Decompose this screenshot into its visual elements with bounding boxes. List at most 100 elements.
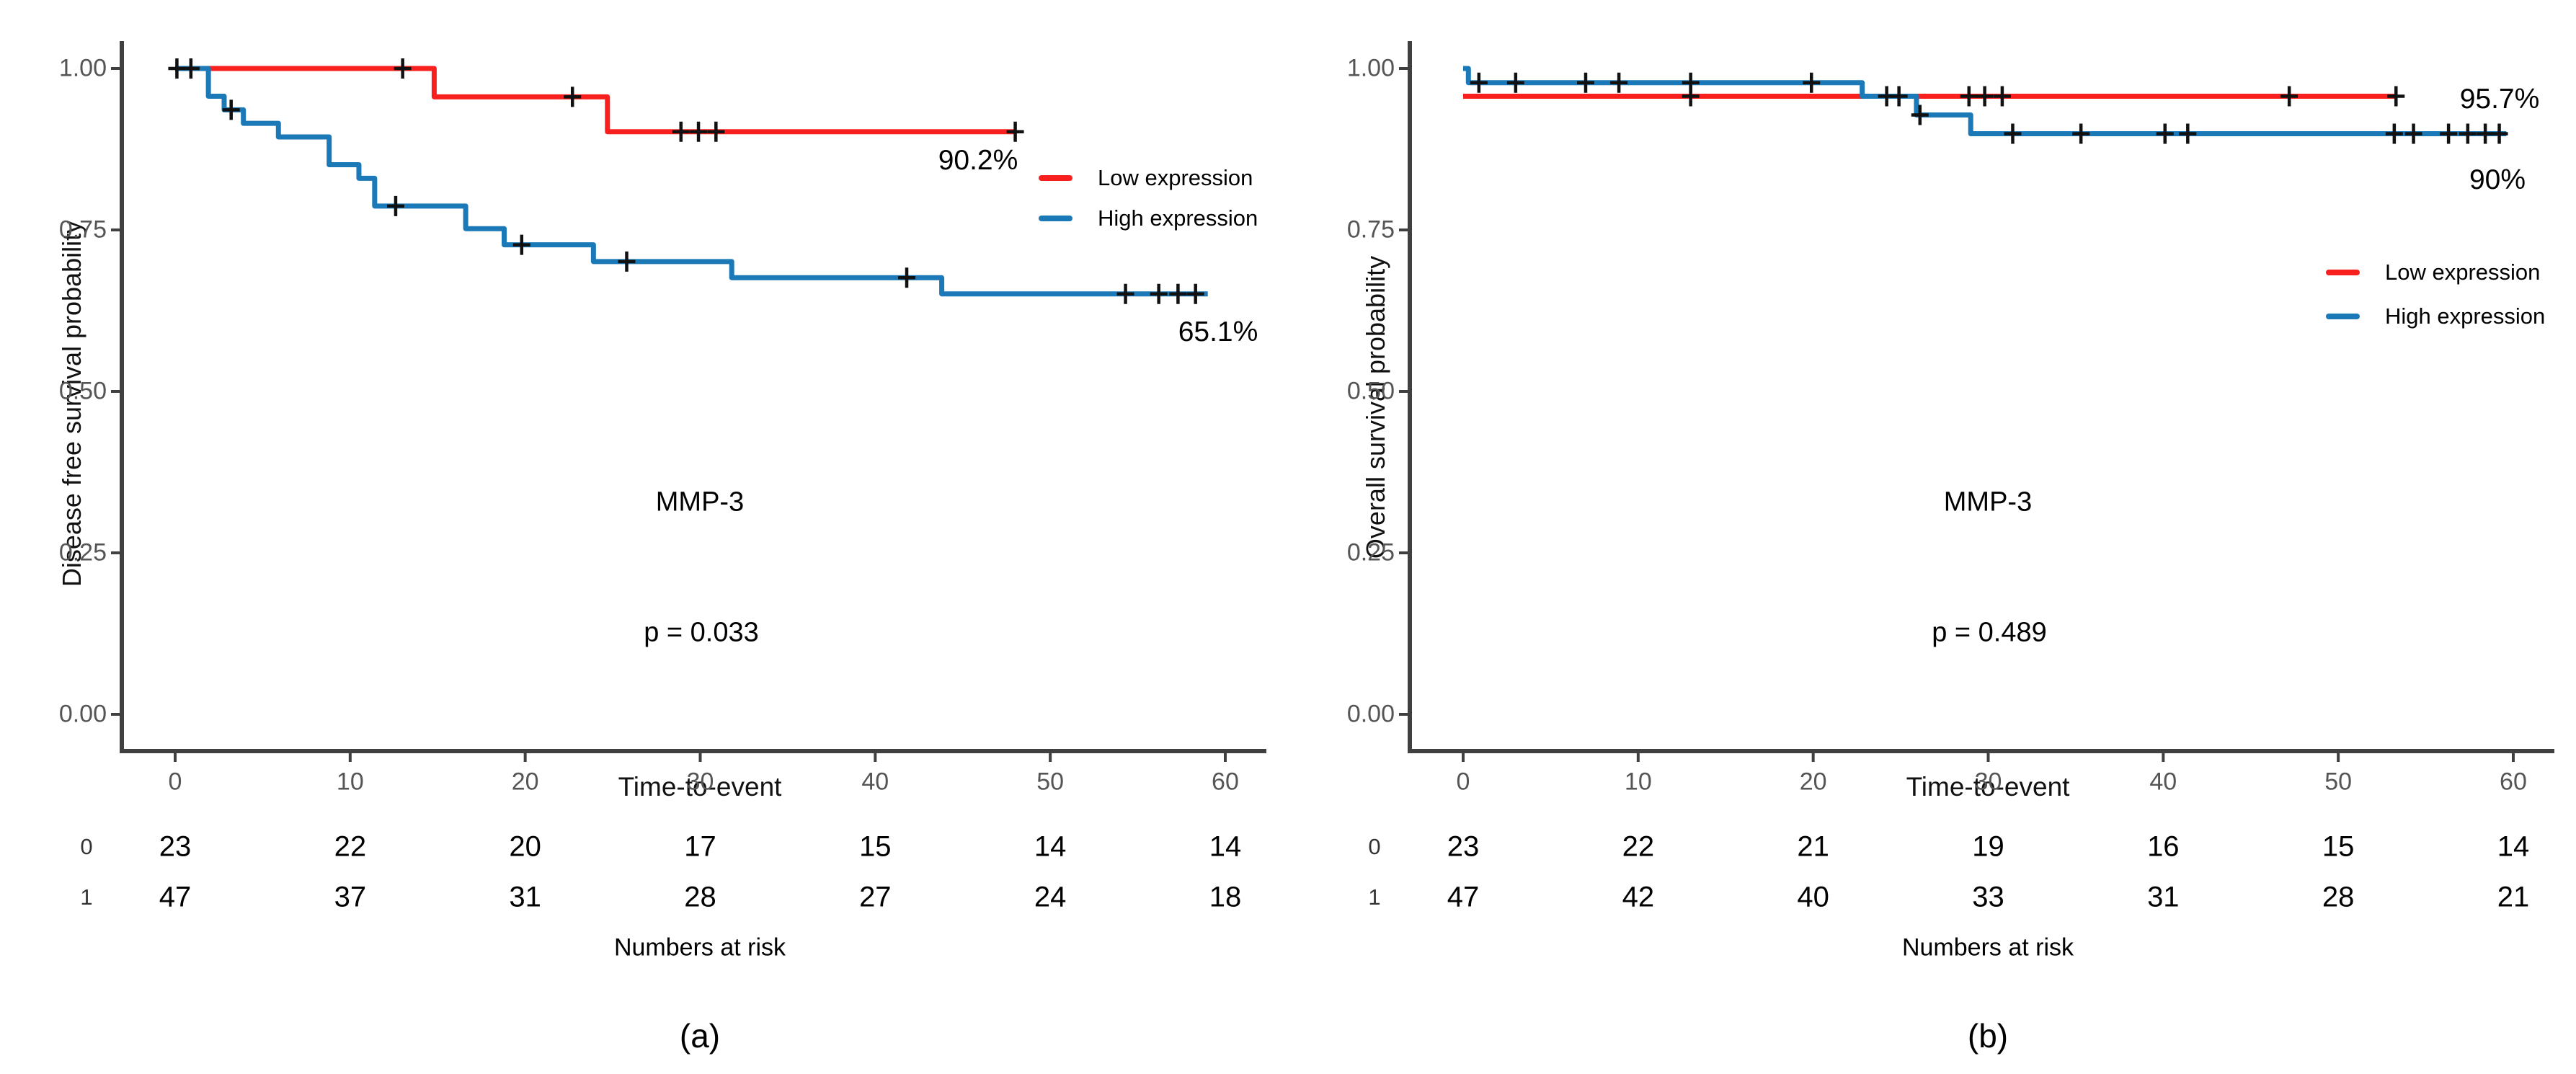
x-tick-label: 10 [1624, 768, 1652, 796]
risk-count: 23 [1447, 830, 1480, 863]
y-tick-label: 0.75 [1346, 216, 1395, 244]
x-tick-label: 50 [2324, 768, 2353, 796]
y-axis-title: Overall survival probability [1361, 255, 1390, 559]
gene-label: MMP-3 [655, 487, 745, 518]
x-tick-label: 30 [686, 768, 714, 796]
plot-axes [1399, 41, 2554, 762]
risk-count: 20 [509, 830, 541, 863]
risk-row-label: 0 [80, 834, 93, 859]
x-tick-label: 0 [168, 768, 182, 796]
censor-plus-icon [2156, 123, 2174, 144]
x-axis-title: Time-to-event [618, 772, 782, 802]
x-tick-label: 10 [336, 768, 364, 796]
risk-count: 22 [334, 830, 367, 863]
p-value-label: p = 0.489 [1932, 617, 2047, 648]
censor-marks-high-expression [168, 58, 1204, 304]
censor-plus-icon [1186, 283, 1204, 304]
legend-label-high: High expression [1098, 205, 1258, 231]
km-plot-overall-survival [1399, 41, 2554, 762]
y-tick-label: 0.50 [58, 377, 107, 405]
risk-count: 15 [2322, 830, 2355, 863]
risk-count: 21 [1797, 830, 1829, 863]
y-tick-label: 0.25 [1346, 538, 1395, 567]
panel-caption-a: (a) [679, 1017, 721, 1055]
censor-plus-icon [1976, 86, 1994, 107]
legend-swatch-high-icon [2326, 314, 2360, 319]
risk-count: 47 [1447, 881, 1480, 913]
y-tick-label: 0.25 [58, 538, 107, 567]
risk-count: 17 [684, 830, 716, 863]
panel-a: Disease free survival probability Time-t… [57, 41, 1266, 1055]
censor-plus-icon [394, 58, 412, 79]
legend-item-high-expression: High expression [1039, 205, 1258, 231]
censor-plus-icon [1610, 72, 1628, 93]
final-survival-label-low: 90.2% [938, 145, 1018, 176]
y-tick-label: 0.00 [58, 700, 107, 728]
censor-plus-icon [2280, 86, 2299, 107]
censor-plus-icon [618, 251, 636, 272]
risk-count: 31 [2147, 881, 2180, 913]
censor-plus-icon [1470, 72, 1488, 93]
p-value-label: p = 0.033 [644, 617, 759, 648]
censor-plus-icon [1960, 86, 1978, 107]
risk-count: 14 [2497, 830, 2530, 863]
censor-plus-icon [1682, 72, 1700, 93]
legend-swatch-high-icon [1039, 216, 1072, 221]
y-tick-label: 0.00 [1346, 700, 1395, 728]
legend-label-low: Low expression [1098, 165, 1253, 190]
censor-plus-icon [1169, 283, 1187, 304]
risk-count: 37 [334, 881, 367, 913]
y-tick-label: 1.00 [1346, 54, 1395, 82]
risk-row-label: 0 [1368, 834, 1381, 859]
y-tick-label: 0.50 [1346, 377, 1395, 405]
censor-plus-icon [1150, 283, 1168, 304]
legend-label-high: High expression [2385, 303, 2546, 329]
risk-count: 14 [1209, 830, 1242, 863]
risk-row-label: 1 [1368, 884, 1381, 910]
risk-table-title: Numbers at risk [613, 933, 786, 962]
panel-caption-b: (b) [1967, 1017, 2009, 1055]
censor-plus-icon [1803, 72, 1821, 93]
risk-count: 47 [159, 881, 192, 913]
legend-label-low: Low expression [2385, 259, 2541, 285]
censor-plus-icon [2459, 123, 2477, 144]
censor-plus-icon [1116, 283, 1134, 304]
legend-item-low-expression: Low expression [2326, 259, 2540, 285]
risk-count: 14 [1034, 830, 1067, 863]
risk-count: 40 [1797, 881, 1829, 913]
censor-plus-icon [672, 121, 690, 142]
risk-count: 28 [684, 881, 716, 913]
risk-count: 21 [2497, 881, 2530, 913]
censor-plus-icon [2440, 123, 2458, 144]
x-tick-label: 50 [1036, 768, 1065, 796]
y-tick-label: 0.75 [58, 216, 107, 244]
censor-plus-icon [2387, 86, 2405, 107]
risk-count: 28 [2322, 881, 2355, 913]
censor-plus-icon [1506, 72, 1524, 93]
censor-plus-icon [2385, 123, 2403, 144]
censor-plus-icon [2072, 123, 2090, 144]
x-tick-label: 30 [1974, 768, 2002, 796]
x-tick-label: 40 [2149, 768, 2177, 796]
risk-count: 24 [1034, 881, 1067, 913]
censor-plus-icon [222, 99, 240, 120]
legend-swatch-low-icon [1039, 175, 1072, 181]
risk-table-title: Numbers at risk [1901, 933, 2074, 962]
survival-curve-low-expression [175, 66, 1016, 135]
censor-plus-icon [1576, 72, 1594, 93]
risk-count: 22 [1622, 830, 1655, 863]
x-tick-label: 40 [861, 768, 889, 796]
censor-plus-icon [182, 58, 200, 79]
plot-axes [111, 41, 1266, 762]
final-survival-label-low: 95.7% [2459, 84, 2540, 115]
censor-plus-icon [512, 234, 530, 255]
final-survival-label-high: 90% [2469, 164, 2526, 195]
x-tick-label: 60 [2500, 768, 2527, 796]
risk-count: 18 [1209, 881, 1242, 913]
censor-marks-low-expression [394, 58, 1024, 142]
x-tick-label: 20 [1799, 768, 1827, 796]
risk-count: 33 [1972, 881, 2004, 913]
risk-count: 16 [2147, 830, 2180, 863]
censor-plus-icon [1911, 105, 1929, 125]
censor-plus-icon [2004, 123, 2022, 144]
